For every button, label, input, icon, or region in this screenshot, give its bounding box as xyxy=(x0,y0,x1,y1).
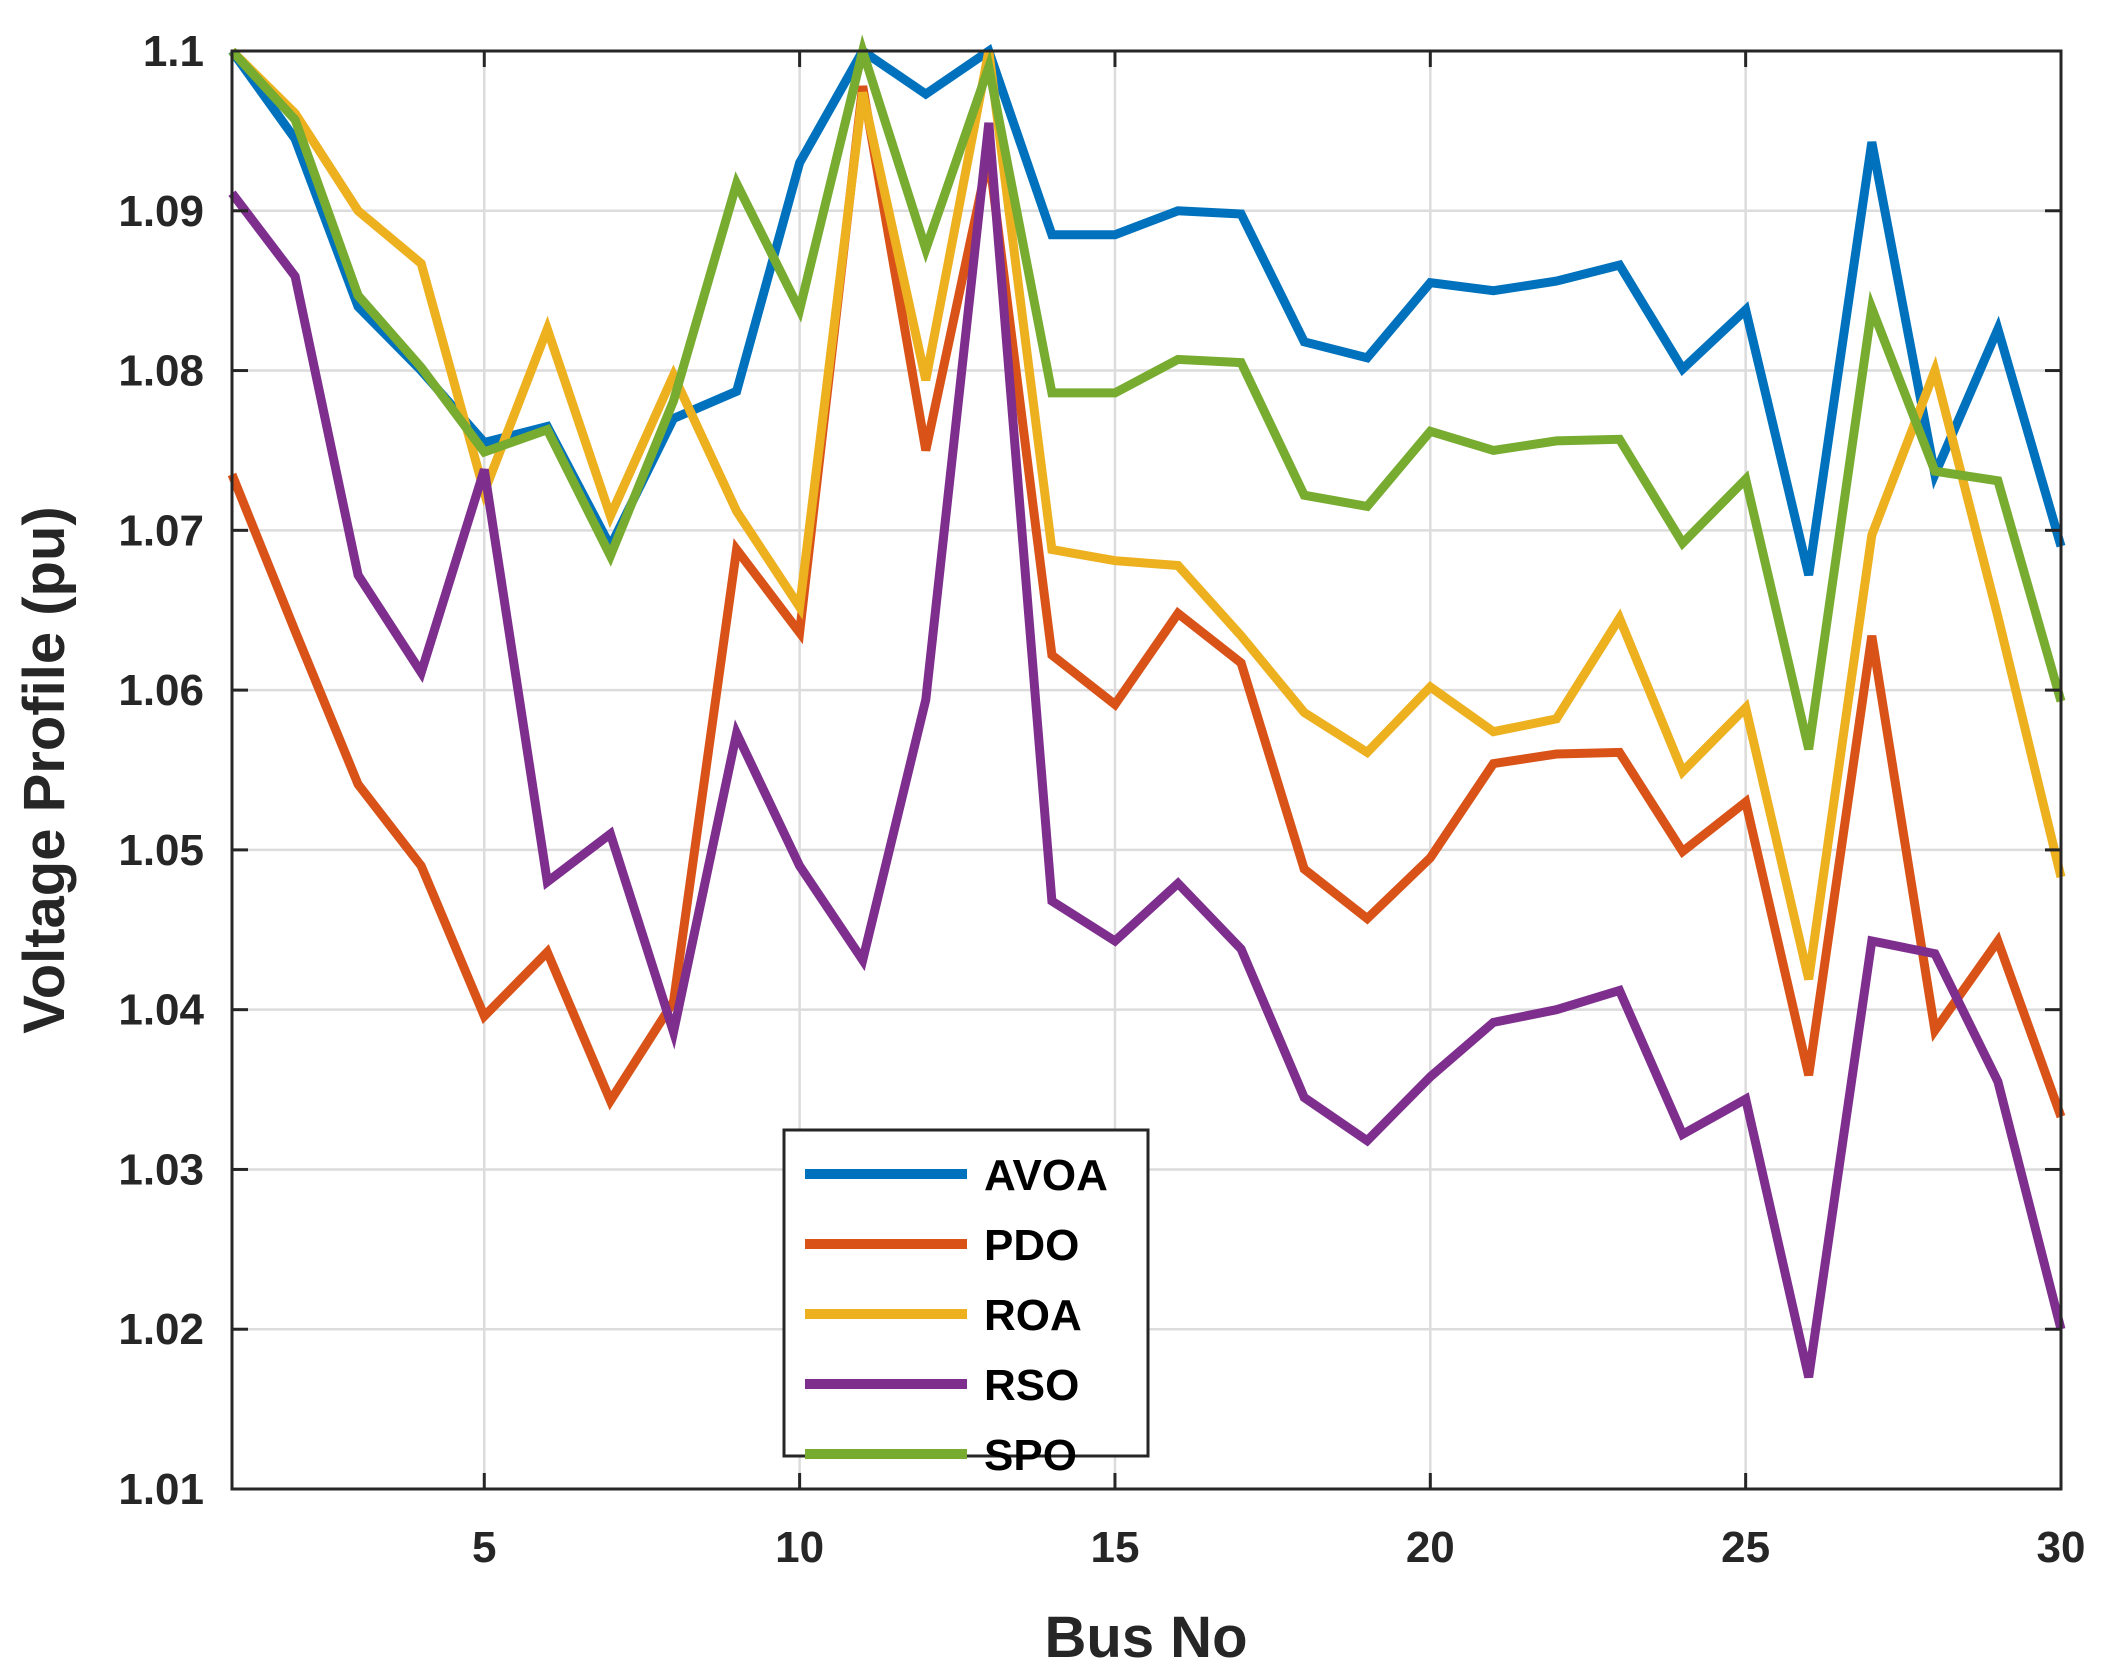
y-tick-label: 1.07 xyxy=(118,506,204,555)
series-lines xyxy=(227,34,2066,1379)
x-tick-label: 20 xyxy=(1406,1523,1455,1572)
y-tick-label: 1.09 xyxy=(118,187,204,236)
x-tick-label: 10 xyxy=(775,1523,824,1572)
x-axis-title: Bus No xyxy=(1045,1605,1248,1670)
y-axis-title: Voltage Profile (pu) xyxy=(12,506,77,1033)
legend: AVOA PDO ROA RSO SPO xyxy=(782,1128,1150,1480)
legend-box xyxy=(782,1128,1150,1458)
axes-box xyxy=(230,49,2063,1491)
series-line-roa xyxy=(228,47,2066,981)
y-tick-labels: 1.01 1.02 1.03 1.04 1.05 1.06 1.07 1.08 1.09 1.1 xyxy=(118,27,204,1514)
legend-label-pdo: PDO xyxy=(984,1221,1079,1270)
y-tick-label: 1.1 xyxy=(143,27,204,76)
legend-label-roa: ROA xyxy=(984,1291,1082,1340)
series-line-pdo xyxy=(227,85,2066,1119)
y-tick-label: 1.05 xyxy=(118,826,204,875)
y-tick-label: 1.06 xyxy=(118,666,204,715)
y-tick-label: 1.08 xyxy=(118,347,204,396)
y-tick-label: 1.02 xyxy=(118,1305,204,1354)
x-tick-labels: 5 10 15 20 25 30 xyxy=(472,1523,2085,1572)
tick-marks xyxy=(232,49,2063,1491)
legend-label-spo: SPO xyxy=(984,1431,1077,1480)
x-tick-label: 30 xyxy=(2037,1523,2086,1572)
y-tick-label: 1.03 xyxy=(118,1145,204,1194)
series-line-spo xyxy=(228,34,2066,751)
x-tick-label: 5 xyxy=(472,1523,496,1572)
y-tick-label: 1.04 xyxy=(118,986,204,1035)
legend-label-rso: RSO xyxy=(984,1361,1079,1410)
x-tick-label: 15 xyxy=(1090,1523,1139,1572)
x-tick-label: 25 xyxy=(1721,1523,1770,1572)
series-line-rso xyxy=(228,122,2066,1379)
legend-label-avoa: AVOA xyxy=(984,1151,1108,1200)
y-tick-label: 1.01 xyxy=(118,1465,204,1514)
